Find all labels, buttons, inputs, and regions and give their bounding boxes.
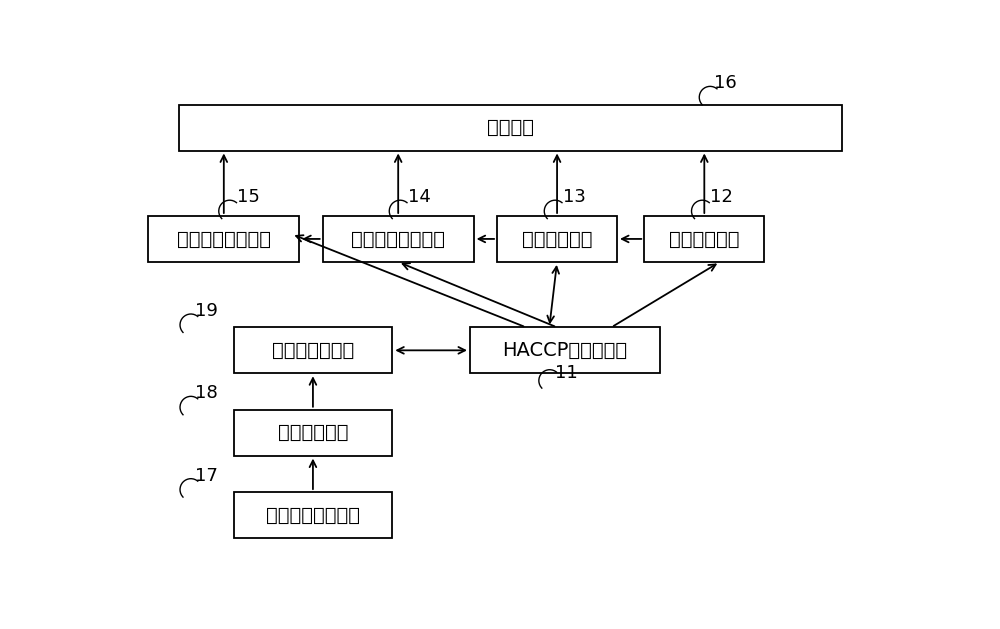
Text: 信息关系确定模块: 信息关系确定模块: [351, 230, 445, 248]
Text: 13: 13: [563, 188, 586, 206]
Text: 综合数据库模块: 综合数据库模块: [272, 341, 354, 360]
Text: 12: 12: [710, 188, 733, 206]
Text: 信息表示模块: 信息表示模块: [522, 230, 592, 248]
Text: 16: 16: [714, 74, 737, 92]
Text: 15: 15: [237, 188, 260, 206]
Text: HACCP信息库模块: HACCP信息库模块: [502, 341, 627, 360]
Text: 数据处理模块: 数据处理模块: [278, 423, 348, 442]
Text: 信息关系解析模块: 信息关系解析模块: [177, 230, 271, 248]
Bar: [497, 216, 617, 262]
Text: 18: 18: [195, 384, 218, 403]
Bar: [644, 216, 764, 262]
Bar: [148, 216, 299, 262]
Bar: [179, 104, 842, 150]
Text: 控制模块: 控制模块: [487, 118, 534, 137]
Text: 信息获取模块: 信息获取模块: [669, 230, 740, 248]
Text: 无线传感网络模块: 无线传感网络模块: [266, 506, 360, 525]
Bar: [470, 327, 660, 374]
Text: 19: 19: [195, 302, 218, 320]
Text: 17: 17: [195, 467, 218, 485]
Bar: [234, 409, 392, 455]
Bar: [234, 492, 392, 538]
Text: 11: 11: [555, 364, 578, 382]
Text: 14: 14: [408, 188, 431, 206]
Bar: [323, 216, 474, 262]
Bar: [234, 327, 392, 374]
